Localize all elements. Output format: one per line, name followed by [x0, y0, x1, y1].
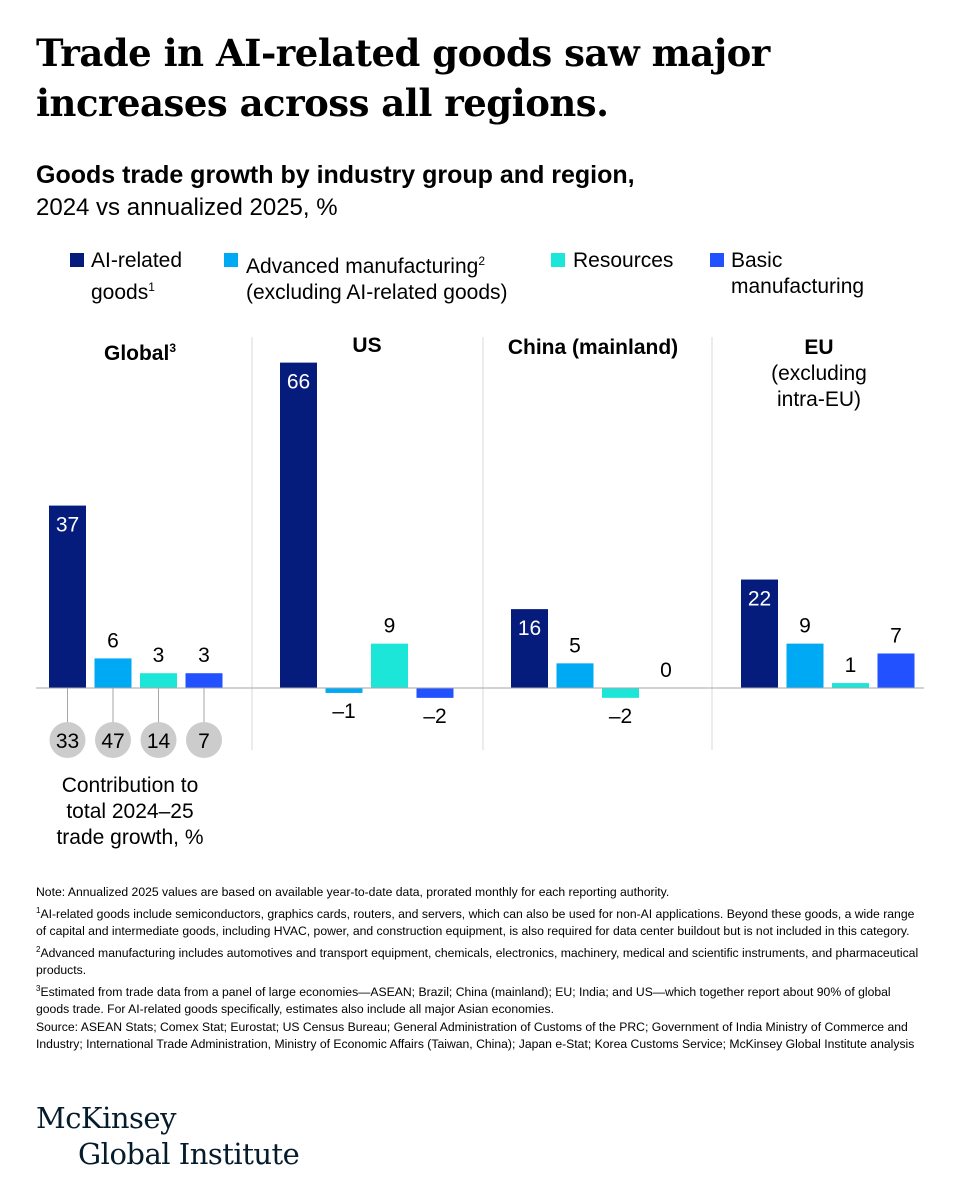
footnote-1-sup: 1	[36, 905, 41, 915]
contribution-value-1: 33	[56, 730, 79, 753]
value-label-eu-series-2: 9	[799, 615, 811, 638]
contribution-label: Contribution to total 2024–25 trade grow…	[30, 773, 230, 851]
contribution-value-3: 14	[147, 730, 171, 753]
legend-swatch-basic	[710, 253, 724, 267]
contribution-circle-1	[49, 722, 86, 758]
footnote-2: 2Advanced manufacturing includes automot…	[36, 941, 926, 980]
legend-basic-line2: manufacturing	[731, 275, 865, 298]
value-label-eu-series-3: 1	[845, 654, 857, 677]
bar-china-mainland-series-2	[556, 663, 594, 688]
logo-line1: McKinsey	[36, 1101, 176, 1135]
footnote-1-text: AI-related goods include semiconductors,…	[36, 906, 915, 939]
value-label-global-series-2: 6	[107, 629, 119, 652]
contribution-circle-3	[140, 722, 177, 758]
bar-global-series-3	[140, 673, 177, 688]
logo-line2: Global Institute	[78, 1137, 300, 1171]
value-label-us-series-1: 66	[287, 371, 310, 394]
legend-advanced-sup: 2	[478, 254, 485, 268]
bar-eu-series-4	[877, 653, 915, 688]
footnote-2-text: Advanced manufacturing includes automoti…	[36, 945, 919, 978]
value-label-china-mainland-series-2: 5	[569, 634, 581, 657]
value-label-china-mainland-series-3: –2	[609, 705, 632, 728]
bar-china-mainland-series-1	[511, 609, 548, 688]
contribution-circle-2	[95, 722, 131, 758]
contribution-label-line3: trade growth, %	[56, 826, 204, 849]
value-label-china-mainland-series-4: 0	[660, 659, 672, 682]
headline: Trade in AI-related goods saw major incr…	[36, 31, 770, 125]
value-label-us-series-2: –1	[332, 700, 355, 723]
contribution-value-4: 7	[198, 730, 210, 753]
bar-china-mainland-series-3	[602, 688, 639, 698]
legend-ai-sup: 1	[148, 280, 155, 294]
contribution-value-2: 47	[101, 730, 124, 753]
bar-global-series-4	[185, 673, 223, 688]
footnote-3-text: Estimated from trade data from a panel o…	[36, 984, 891, 1017]
region-eu-note1: (excluding	[771, 362, 867, 385]
legend-resources-line1: Resources	[573, 249, 674, 272]
legend-item-ai: AI-related goods1	[91, 248, 182, 306]
legend-advanced-line1: Advanced manufacturing	[246, 255, 479, 278]
region-global-label: Global	[103, 342, 170, 365]
footnote-1: 1AI-related goods include semiconductors…	[36, 902, 926, 941]
region-title-us: US	[267, 333, 467, 359]
value-label-eu-series-4: 7	[890, 624, 902, 647]
legend-item-basic: Basic manufacturing	[731, 248, 864, 300]
bar-us-series-1	[280, 362, 317, 688]
footnote-3-sup: 3	[36, 983, 41, 993]
value-label-global-series-3: 3	[153, 644, 165, 667]
footnote-2-sup: 2	[36, 944, 41, 954]
legend-basic-line1: Basic	[731, 249, 783, 272]
bar-eu-series-3	[832, 683, 869, 688]
region-eu-label: EU	[804, 336, 834, 359]
region-title-eu: EU (excluding intra-EU)	[719, 335, 919, 413]
mckinsey-logo: McKinsey Global Institute	[36, 1100, 300, 1172]
bar-us-series-3	[371, 643, 408, 688]
region-title-global: Global3	[40, 335, 240, 367]
contribution-label-line2: total 2024–25	[66, 800, 194, 823]
chart-subtitle: 2024 vs annualized 2025, %	[36, 194, 338, 221]
chart-title: Goods trade growth by industry group and…	[36, 161, 635, 189]
value-label-eu-series-1: 22	[748, 588, 771, 611]
region-us-label: US	[352, 334, 382, 357]
bar-us-series-4	[416, 688, 454, 698]
legend-swatch-resources	[551, 253, 565, 267]
footnote-note: Note: Annualized 2025 values are based o…	[36, 885, 670, 899]
legend-ai-line1: AI-related	[91, 249, 183, 272]
region-eu-note2: intra-EU)	[776, 388, 861, 411]
value-label-global-series-4: 3	[198, 644, 210, 667]
legend-swatch-ai	[70, 253, 84, 267]
contribution-label-line1: Contribution to	[61, 774, 199, 797]
contribution-circle-4	[186, 722, 222, 758]
value-label-us-series-4: –2	[423, 705, 446, 728]
region-china-label: China (mainland)	[507, 336, 679, 359]
legend-item-resources: Resources	[573, 248, 673, 274]
region-global-sup: 3	[169, 341, 177, 355]
bar-us-series-2	[325, 688, 363, 693]
bar-global-series-2	[94, 658, 132, 688]
legend-item-advanced: Advanced manufacturing2 (excluding AI-re…	[246, 248, 508, 306]
value-label-china-mainland-series-1: 16	[518, 617, 541, 640]
bar-eu-series-1	[741, 579, 778, 688]
value-label-us-series-3: 9	[384, 615, 396, 638]
bar-eu-series-2	[786, 643, 824, 688]
footnotes: Note: Annualized 2025 values are based o…	[36, 884, 926, 1054]
footnote-3: 3Estimated from trade data from a panel …	[36, 980, 926, 1019]
legend-swatch-advanced	[224, 253, 238, 267]
footnote-source: Source: ASEAN Stats; Comex Stat; Eurosta…	[36, 1019, 915, 1052]
legend-ai-line2: goods	[91, 281, 149, 304]
region-title-china: China (mainland)	[483, 335, 703, 361]
value-label-global-series-1: 37	[56, 514, 79, 537]
legend-advanced-line2: (excluding AI-related goods)	[246, 281, 508, 304]
bar-global-series-1	[49, 505, 86, 688]
